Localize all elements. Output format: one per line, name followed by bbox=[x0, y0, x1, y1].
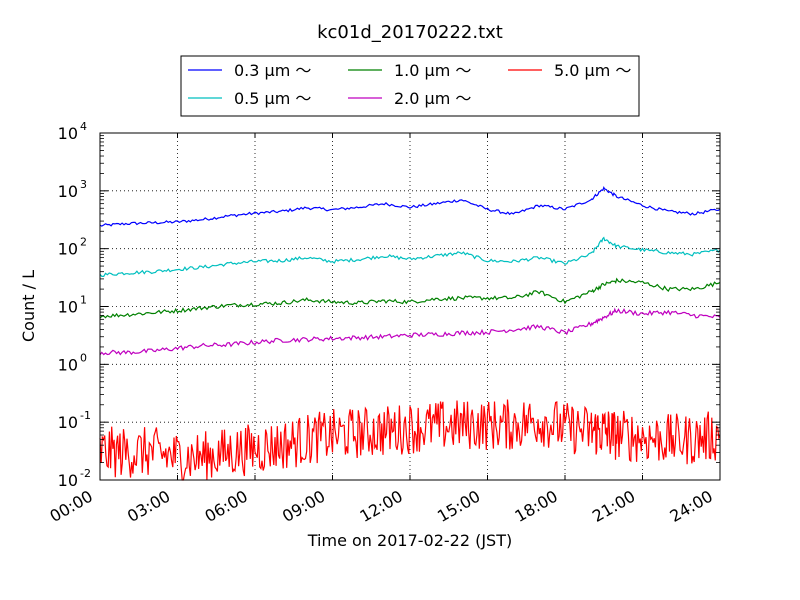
x-tick-labels: 00:00 03:00 06:00 09:00 12:00 15:00 18:00 21:00… bbox=[47, 486, 716, 526]
x-tick-label: 21:00 bbox=[589, 486, 638, 526]
plot-area bbox=[99, 132, 721, 481]
y-tick-exponent: 3 bbox=[80, 178, 87, 191]
y-tick-label: 10 bbox=[58, 124, 78, 143]
y-tick-label: 10 bbox=[58, 471, 78, 490]
series-line-2-0um bbox=[99, 307, 721, 356]
legend-box bbox=[180, 55, 640, 117]
series-line-0-5um bbox=[99, 236, 721, 277]
legend-label: 5.0 μm ～ bbox=[554, 61, 631, 80]
legend-label: 0.3 μm ～ bbox=[234, 61, 311, 80]
series-line-1-0um bbox=[99, 277, 721, 319]
x-tick-label: 12:00 bbox=[357, 486, 406, 526]
x-tick-label: 09:00 bbox=[279, 486, 328, 526]
y-tick-label: 10 bbox=[58, 413, 78, 432]
grid-lines bbox=[100, 133, 720, 480]
y-tick-exponent: 2 bbox=[80, 236, 87, 249]
series-line-0-3um bbox=[99, 185, 721, 227]
y-tick-exponent: 4 bbox=[80, 120, 87, 133]
x-tick-label: 18:00 bbox=[512, 486, 561, 526]
series-lines bbox=[99, 185, 721, 481]
legend-label: 0.5 μm ～ bbox=[234, 89, 311, 108]
y-tick-label: 10 bbox=[58, 240, 78, 259]
y-tick-exponent: 1 bbox=[80, 294, 87, 307]
y-tick-label: 10 bbox=[58, 298, 78, 317]
x-axis-label: Time on 2017-02-22 (JST) bbox=[307, 531, 512, 550]
series-line-5-0um bbox=[99, 399, 721, 481]
axis-ticks bbox=[99, 132, 721, 481]
y-tick-exponent: -1 bbox=[80, 409, 91, 422]
x-tick-label: 00:00 bbox=[47, 486, 96, 526]
legend: 0.3 μm ～ 1.0 μm ～ 5.0 μm ～ 0.5 μm ～ 2.0 μm ～ bbox=[180, 55, 640, 117]
chart-title: kc01d_20170222.txt bbox=[317, 22, 503, 43]
y-tick-exponent: -2 bbox=[80, 467, 91, 480]
y-axis-label: Count / L bbox=[19, 270, 38, 342]
legend-label: 2.0 μm ～ bbox=[394, 89, 471, 108]
y-tick-label: 10 bbox=[58, 182, 78, 201]
x-tick-label: 06:00 bbox=[202, 486, 251, 526]
legend-label: 1.0 μm ～ bbox=[394, 61, 471, 80]
y-tick-label: 10 bbox=[58, 355, 78, 374]
x-tick-label: 24:00 bbox=[667, 486, 716, 526]
x-tick-label: 15:00 bbox=[434, 486, 483, 526]
x-tick-label: 03:00 bbox=[124, 486, 173, 526]
y-tick-exponent: 0 bbox=[80, 351, 87, 364]
